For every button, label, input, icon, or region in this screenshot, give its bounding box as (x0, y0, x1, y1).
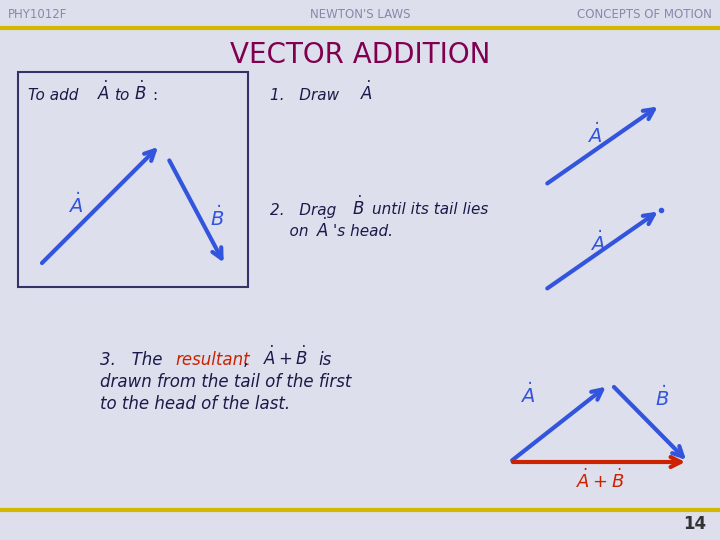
Text: to the head of the last.: to the head of the last. (100, 395, 290, 413)
Text: $\dot{A}$: $\dot{A}$ (587, 123, 602, 147)
Text: $\dot{A}$: $\dot{A}$ (68, 193, 83, 217)
Text: :: : (152, 87, 157, 103)
Text: PHY1012F: PHY1012F (8, 8, 68, 21)
Text: 1.   Draw: 1. Draw (270, 87, 339, 103)
Text: $\dot{B}$: $\dot{B}$ (210, 206, 224, 230)
Text: $\dot{A}$: $\dot{A}$ (97, 80, 110, 104)
Text: 2.   Drag: 2. Drag (270, 202, 336, 218)
Text: VECTOR ADDITION: VECTOR ADDITION (230, 41, 490, 69)
Text: on: on (270, 225, 308, 240)
Text: to: to (114, 87, 130, 103)
Text: is: is (318, 351, 331, 369)
Text: $\dot{A}$: $\dot{A}$ (360, 80, 373, 104)
Text: $\dot{A}+\dot{B}$: $\dot{A}+\dot{B}$ (576, 468, 624, 491)
Text: $\dot{A}$: $\dot{A}$ (520, 383, 535, 407)
Text: $\dot{B}$: $\dot{B}$ (655, 386, 669, 410)
Text: 's head.: 's head. (333, 225, 393, 240)
Text: 3.   The: 3. The (100, 351, 168, 369)
Text: resultant: resultant (175, 351, 250, 369)
Text: drawn from the tail of the first: drawn from the tail of the first (100, 373, 351, 391)
Text: CONCEPTS OF MOTION: CONCEPTS OF MOTION (577, 8, 712, 21)
Text: $\dot{A}+\dot{B}$: $\dot{A}+\dot{B}$ (263, 346, 308, 369)
Text: ,: , (243, 351, 264, 369)
Text: $\dot{B}$: $\dot{B}$ (134, 80, 146, 104)
Text: $\dot{A}$: $\dot{A}$ (590, 231, 605, 255)
Text: To add: To add (28, 87, 78, 103)
Text: $\dot{B}$: $\dot{B}$ (352, 195, 364, 219)
Bar (18, 72, 248, 287)
Text: NEWTON'S LAWS: NEWTON'S LAWS (310, 8, 410, 21)
Text: 14: 14 (683, 515, 706, 533)
Text: $\dot{A}$: $\dot{A}$ (316, 218, 329, 240)
Text: until its tail lies: until its tail lies (372, 202, 488, 218)
